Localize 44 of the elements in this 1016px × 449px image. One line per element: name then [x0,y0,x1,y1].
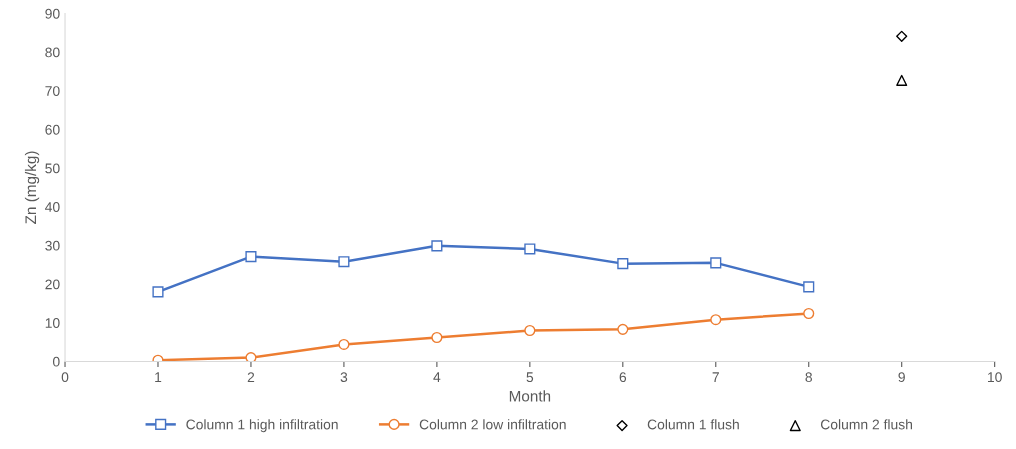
x-tick-label: 9 [898,372,905,383]
x-tick-label: 4 [433,372,441,382]
legend-label: Column 2 flush [820,419,912,430]
point [896,74,908,86]
legend-label: Column 1 high infiltration [186,419,338,433]
point [524,324,536,337]
x-tick-label: 6 [619,372,627,383]
point [245,352,257,362]
y-tick-label: 30 [45,240,60,251]
point [152,286,164,298]
x-tick-label: 8 [805,372,812,383]
point [431,240,443,252]
y-tick-label: 80 [45,47,60,58]
point [617,323,629,335]
y-tick-label: 70 [45,86,60,96]
point [245,251,257,263]
point [338,256,350,268]
y-tick-label: 50 [45,163,60,174]
x-axis-title: Month [509,390,551,402]
x-tick-label: 2 [247,372,255,382]
y-tick-label: 60 [45,124,60,135]
legend-label: Column 2 low infiltration [419,419,566,430]
x-tick-label: 1 [155,372,162,382]
point [896,30,908,42]
x-tick-label: 0 [61,372,69,383]
x-tick-label: 5 [526,372,534,383]
legend-label: Column 1 flush [647,419,739,430]
point [710,314,722,326]
point [431,331,443,344]
x-tick-label: 10 [988,372,1002,383]
point [803,281,815,293]
point [803,307,815,320]
y-tick-label: 20 [45,279,60,290]
point [338,338,350,350]
x-tick-label: 3 [340,372,348,383]
y-tick-label: 40 [45,202,60,212]
point [710,257,722,269]
point [524,243,536,255]
point [617,258,629,270]
y-tick-label: 90 [45,8,60,19]
y-tick-label: 0 [52,356,60,367]
x-tick-label: 7 [712,372,719,382]
y-axis-title: Zn (mg/kg) [24,151,40,224]
y-tick-label: 10 [45,318,60,328]
